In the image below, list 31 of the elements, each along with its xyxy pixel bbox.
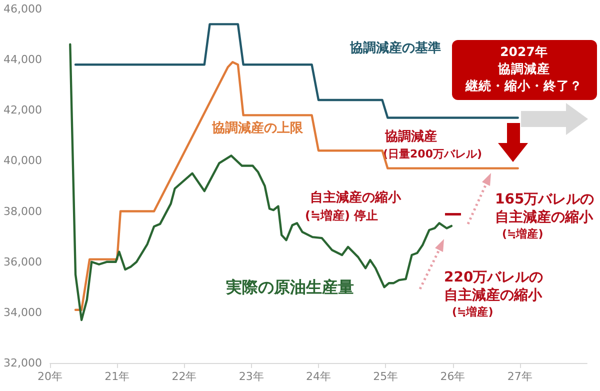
y-tick-label: 44,000 (4, 53, 42, 66)
annotation: 165万バレルの (495, 192, 594, 208)
annotation: 協調減産 (384, 128, 437, 144)
x-tick-label: 25年 (373, 370, 398, 383)
annotation: 220万バレルの (444, 270, 544, 286)
y-tick-label: 32,000 (4, 356, 42, 370)
x-tick-label: 24年 (306, 370, 331, 383)
annotation: 自主減産の縮小 (495, 208, 594, 226)
annotation: 協調減産 (497, 61, 550, 76)
y-tick-label: 34,000 (4, 306, 42, 319)
y-tick-label: 36,000 (4, 255, 42, 268)
x-tick-label: 23年 (238, 370, 264, 383)
y-tick-label: 38,000 (4, 204, 42, 218)
y-tick-label: 40,000 (4, 154, 42, 168)
annotation: 2027年 (500, 44, 548, 59)
y-tick-label: 42,000 (4, 104, 42, 117)
series-label: 実際の原油生産量 (225, 278, 354, 296)
annotation: 自主減産の縮小 (444, 286, 543, 304)
x-tick-label: 26年 (440, 370, 466, 383)
x-tick-label: 20年 (38, 370, 62, 383)
annotation: (≒増産) (452, 306, 494, 318)
text: 協調減産の基準 (349, 40, 441, 56)
series-label: 協調減産の上限 (211, 120, 304, 136)
annotation: 自主減産の縮小 (310, 190, 402, 206)
x-tick-label: 22年 (172, 370, 197, 383)
x-tick-label: 21年 (104, 370, 130, 383)
annotation: (≒増産) (502, 228, 544, 240)
y-tick-label: 46,000 (4, 2, 42, 16)
annotation: (≒増産) 停止 (305, 208, 378, 222)
annotation: 継続・縮小・終了？ (464, 78, 582, 93)
x-tick-label: 27年 (507, 370, 532, 383)
